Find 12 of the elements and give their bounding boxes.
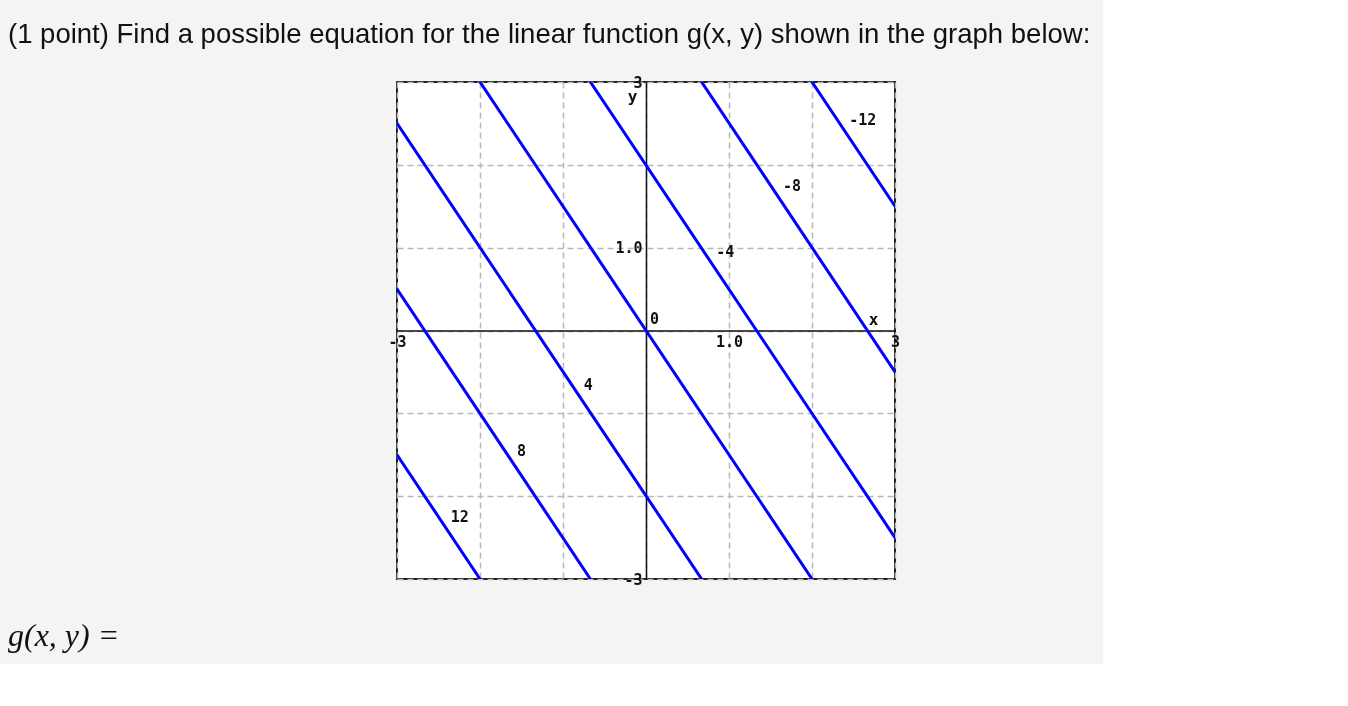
y-tick-label: 1.0 <box>615 239 643 258</box>
chart-title: (1 point) Find a possible equation for the linear function g(x, y) shown in the graph below: <box>8 17 1091 49</box>
x-axis-title: x <box>868 310 879 329</box>
series-label: 12 <box>450 508 469 527</box>
series-label: -8 <box>782 176 801 195</box>
x-tick-label: 1.0 <box>715 333 744 351</box>
text: g(x, y) = <box>8 617 120 653</box>
series-label: -4 <box>716 243 735 262</box>
series-label: 4 <box>583 375 593 394</box>
series-label: 8 <box>517 442 527 461</box>
series-label: 0 <box>650 309 660 328</box>
series-label: -12 <box>849 110 877 129</box>
